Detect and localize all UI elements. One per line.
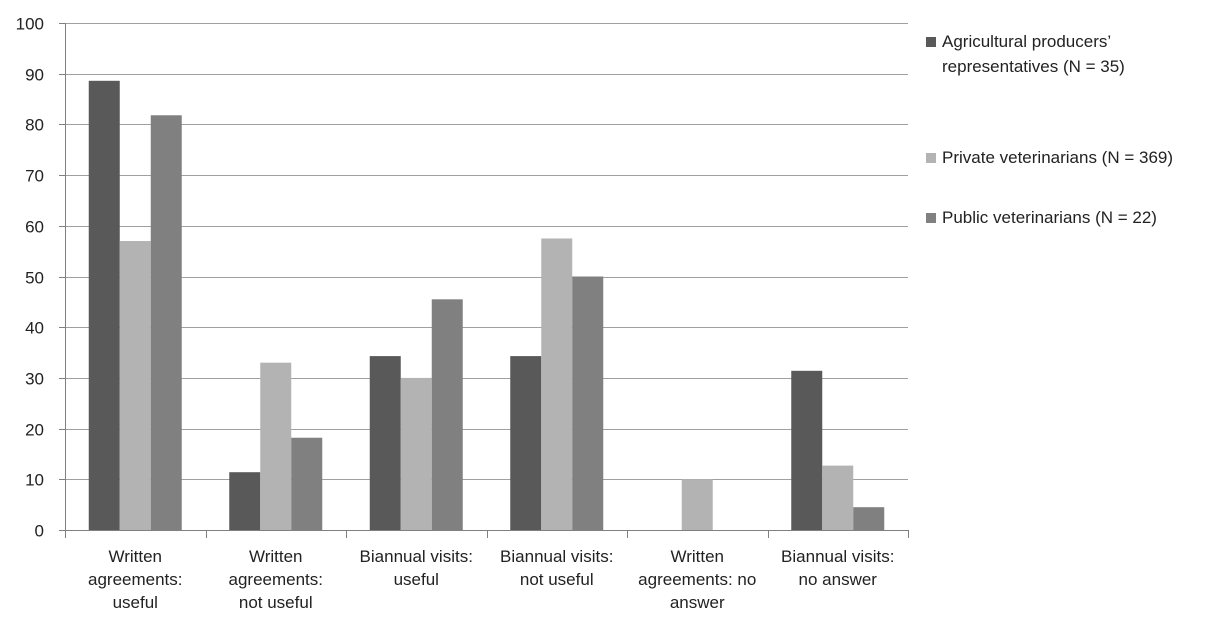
legend-label-line: Private veterinarians (N = 369)	[942, 148, 1173, 167]
x-category-label: Biannual visits: useful	[360, 547, 473, 589]
x-category-label: Written agreements: not useful	[229, 547, 324, 612]
legend-label-line: representatives (N = 35)	[942, 57, 1125, 76]
x-category-label: Written agreements: useful	[88, 547, 183, 612]
bar-series-2-category-5	[681, 479, 713, 530]
legend-label-3: Public veterinarians (N = 22)	[942, 208, 1157, 227]
bar-series-2-category-3	[400, 377, 432, 530]
bar-series-2-category-2	[260, 362, 292, 530]
x-category-label-line: useful	[113, 593, 158, 612]
bar-series-3-category-2	[291, 437, 323, 530]
x-category-label-line: Written	[670, 547, 724, 566]
y-tick-label: 70	[25, 167, 44, 186]
y-tick-label: 0	[35, 522, 44, 541]
legend-swatch-1	[926, 37, 936, 47]
y-tick-label: 40	[25, 319, 44, 338]
legend: Agricultural producers’ representatives (…	[926, 32, 1173, 227]
y-tick-label: 80	[25, 116, 44, 135]
axes	[59, 23, 909, 538]
gridlines	[65, 23, 908, 480]
x-category-label-line: Biannual visits:	[360, 547, 473, 566]
x-category-label-line: Biannual visits:	[500, 547, 613, 566]
x-category-label-line: not useful	[520, 570, 594, 589]
legend-label-line: Agricultural producers’	[942, 32, 1111, 51]
y-tick-label: 100	[16, 15, 44, 34]
legend-label-1: Agricultural producers’ representatives (…	[942, 32, 1125, 76]
y-axis-tick-labels: 0 10 20 30 40 50 60 70 80 90 100	[16, 15, 44, 541]
legend-label-line: Public veterinarians (N = 22)	[942, 208, 1157, 227]
x-category-label-line: answer	[670, 593, 725, 612]
bar-series-1-category-2	[229, 472, 261, 530]
bar-series-1-category-3	[369, 356, 401, 530]
y-tick-label: 50	[25, 269, 44, 288]
bar-series-1-category-6	[791, 370, 823, 530]
x-category-label: Biannual visits: no answer	[781, 547, 894, 589]
x-category-label-line: not useful	[239, 593, 313, 612]
y-tick-label: 10	[25, 471, 44, 490]
x-category-label-line: agreements:	[88, 570, 183, 589]
legend-label-2: Private veterinarians (N = 369)	[942, 148, 1173, 167]
y-tick-label: 20	[25, 421, 44, 440]
legend-swatch-3	[926, 213, 936, 223]
bar-series-2-category-1	[119, 241, 151, 530]
x-category-label-line: useful	[394, 570, 439, 589]
x-category-label-line: Biannual visits:	[781, 547, 894, 566]
legend-swatch-2	[926, 153, 936, 163]
bar-series-3-category-6	[853, 507, 885, 530]
x-category-label: Biannual visits: not useful	[500, 547, 613, 589]
bar-series-2-category-6	[822, 465, 854, 530]
bar-series-3-category-4	[572, 276, 604, 530]
bar-series-2-category-4	[541, 238, 573, 530]
x-category-label: Written agreements: no answer	[638, 547, 756, 612]
x-category-label-line: no answer	[799, 570, 878, 589]
y-tick-label: 90	[25, 66, 44, 85]
x-category-label-line: Written	[108, 547, 162, 566]
y-tick-label: 30	[25, 370, 44, 389]
bar-series-3-category-1	[150, 115, 182, 531]
x-category-label-line: agreements:	[229, 570, 324, 589]
x-category-label-line: agreements: no	[638, 570, 756, 589]
y-tick-label: 60	[25, 218, 44, 237]
bar-series-1-category-1	[88, 80, 120, 530]
bar-series-3-category-3	[431, 299, 463, 530]
bar-series-1-category-4	[510, 356, 542, 530]
x-category-label-line: Written	[249, 547, 303, 566]
bars	[88, 80, 885, 531]
x-axis-category-labels: Written agreements: useful Written agreement…	[88, 547, 894, 612]
